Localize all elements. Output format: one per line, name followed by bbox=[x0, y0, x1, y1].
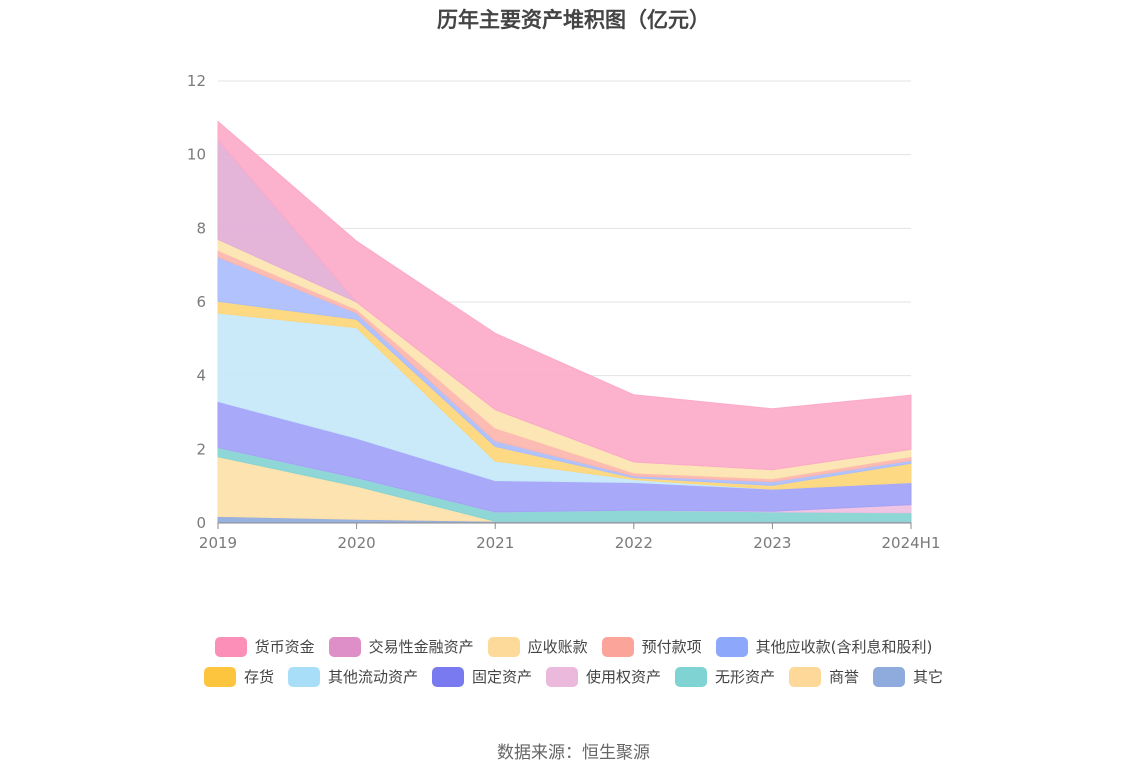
legend-item[interactable]: 无形资产 bbox=[675, 666, 775, 687]
area-货币资金 bbox=[217, 120, 912, 471]
legend-label: 应收账款 bbox=[527, 638, 588, 656]
legend-swatch bbox=[214, 636, 247, 657]
legend-item[interactable]: 预付款项 bbox=[601, 636, 702, 657]
x-tick-label: 2020 bbox=[338, 534, 376, 552]
legend-item[interactable]: 交易性金融资产 bbox=[328, 636, 474, 657]
legend-label: 其他应收款(含利息和股利) bbox=[755, 638, 933, 656]
legend-label: 预付款项 bbox=[641, 638, 702, 656]
legend-label: 其它 bbox=[913, 668, 944, 686]
legend-item[interactable]: 使用权资产 bbox=[545, 666, 661, 687]
legend-swatch bbox=[203, 666, 236, 687]
legend-swatch bbox=[487, 636, 520, 657]
legend-item[interactable]: 货币资金 bbox=[214, 636, 315, 657]
legend-swatch bbox=[431, 666, 464, 687]
legend-item[interactable]: 其它 bbox=[873, 666, 943, 687]
data-source: 数据来源：恒生聚源 bbox=[497, 743, 650, 763]
legend-label: 货币资金 bbox=[254, 638, 315, 656]
y-tick-label: 8 bbox=[196, 219, 206, 237]
legend-swatch bbox=[873, 666, 906, 687]
legend-item[interactable]: 其他流动资产 bbox=[287, 666, 418, 687]
legend-swatch bbox=[789, 666, 822, 687]
chart-title: 历年主要资产堆积图（亿元） bbox=[437, 8, 710, 32]
legend-item[interactable]: 应收账款 bbox=[487, 636, 588, 657]
legend-swatch bbox=[601, 636, 634, 657]
legend-swatch bbox=[328, 636, 361, 657]
legend-item[interactable]: 商誉 bbox=[789, 666, 859, 687]
y-tick-label: 4 bbox=[196, 367, 206, 385]
y-tick-label: 2 bbox=[196, 440, 206, 458]
legend-swatch bbox=[675, 666, 707, 687]
legend-label: 存货 bbox=[243, 668, 274, 686]
legend-swatch bbox=[287, 666, 320, 687]
legend: 货币资金 交易性金融资产 应收账款 预付款项 其他应收款(含利息和股利) 存货 其他流动资… bbox=[0, 636, 1147, 696]
x-tick-label: 2019 bbox=[199, 534, 237, 552]
y-tick-label: 10 bbox=[187, 146, 206, 164]
y-tick-label: 0 bbox=[196, 514, 206, 532]
x-tick-label: 2021 bbox=[476, 534, 514, 552]
legend-item[interactable]: 存货 bbox=[203, 666, 274, 687]
legend-label: 无形资产 bbox=[715, 668, 776, 686]
x-tick-label: 2023 bbox=[753, 534, 791, 552]
x-tick-label: 2024H1 bbox=[882, 534, 941, 552]
axes bbox=[217, 522, 912, 529]
stacked-area-chart: 0 2 4 6 8 10 12 2019 2020 2021 2022 2023 2024H1 bbox=[187, 72, 941, 552]
legend-label: 使用权资产 bbox=[585, 668, 661, 686]
legend-label: 商誉 bbox=[829, 668, 860, 686]
y-tick-label: 6 bbox=[196, 293, 206, 311]
x-tick-label: 2022 bbox=[615, 534, 653, 552]
legend-item[interactable]: 固定资产 bbox=[431, 666, 532, 687]
legend-label: 固定资产 bbox=[471, 668, 532, 686]
legend-item[interactable]: 其他应收款(含利息和股利) bbox=[715, 636, 933, 657]
legend-swatch bbox=[545, 666, 578, 687]
legend-swatch bbox=[715, 636, 748, 657]
x-tick-labels: 2019 2020 2021 2022 2023 2024H1 bbox=[199, 534, 941, 552]
y-tick-labels: 0 2 4 6 8 10 12 bbox=[187, 72, 206, 532]
legend-label: 交易性金融资产 bbox=[368, 638, 474, 656]
legend-row-2: 存货 其他流动资产 固定资产 使用权资产 无形资产 商誉 其它 bbox=[0, 666, 1147, 687]
y-tick-label: 12 bbox=[187, 72, 206, 90]
legend-row-1: 货币资金 交易性金融资产 应收账款 预付款项 其他应收款(含利息和股利) bbox=[0, 636, 1147, 657]
area-series bbox=[217, 120, 912, 524]
legend-label: 其他流动资产 bbox=[327, 668, 418, 686]
